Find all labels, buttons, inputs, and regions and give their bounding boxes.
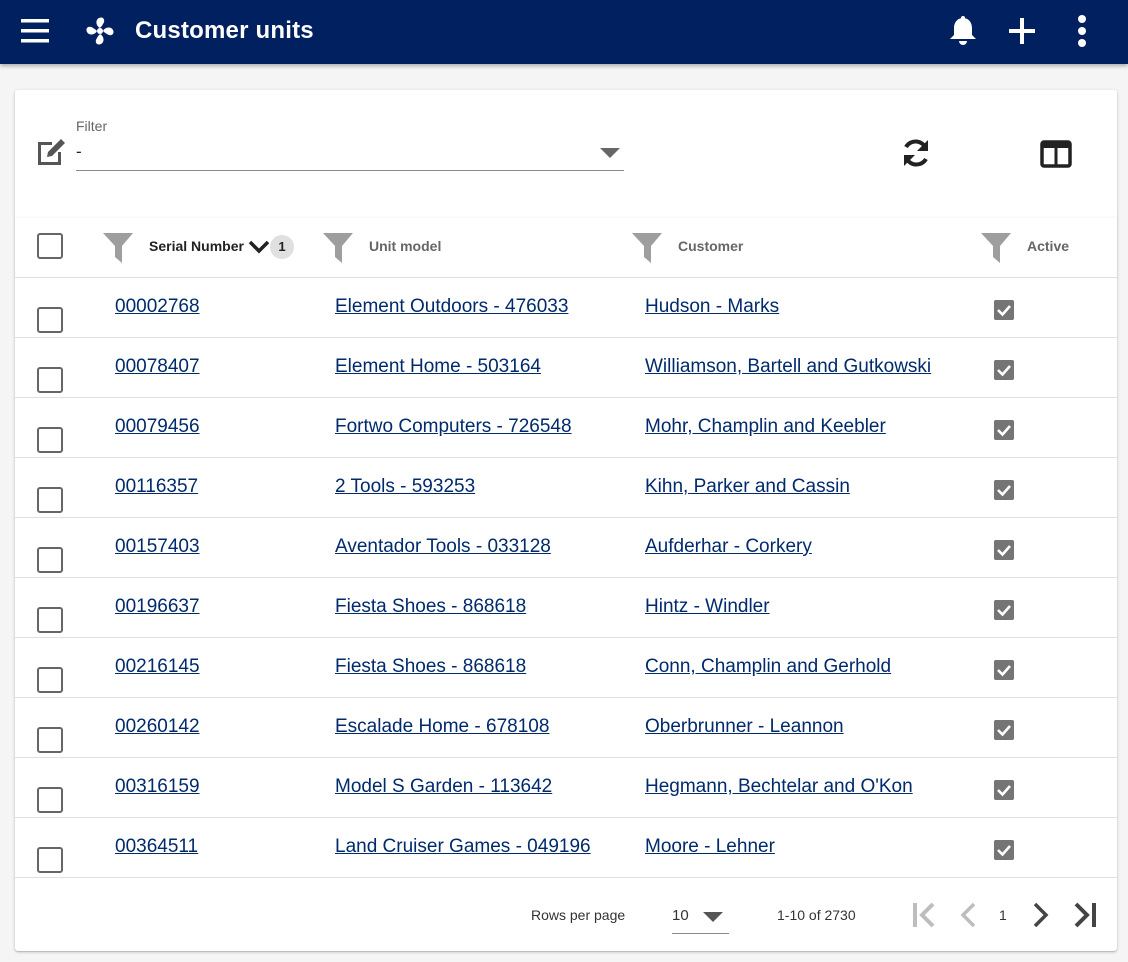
serial-link[interactable]: 00002768 xyxy=(115,296,200,317)
row-select-checkbox[interactable] xyxy=(37,847,63,873)
unit-model-link[interactable]: Fiesta Shoes - 868618 xyxy=(335,596,527,617)
row-select-checkbox[interactable] xyxy=(37,547,63,573)
customer-link[interactable]: Conn, Champlin and Gerhold xyxy=(645,656,892,677)
plus-icon[interactable] xyxy=(1005,14,1039,48)
serial-link[interactable]: 00078407 xyxy=(115,356,200,377)
active-check-icon xyxy=(994,540,1014,560)
filter-value: - xyxy=(76,142,82,161)
chevron-down-icon xyxy=(600,148,620,158)
units-card: Filter - Serial Number 1 Unit model xyxy=(15,90,1117,951)
edit-icon[interactable] xyxy=(34,135,68,167)
unit-model-link[interactable]: Aventador Tools - 033128 xyxy=(335,536,551,557)
column-customer-label: Customer xyxy=(678,238,744,254)
row-select-checkbox[interactable] xyxy=(37,607,63,633)
serial-link[interactable]: 00216145 xyxy=(115,656,200,677)
serial-link[interactable]: 00364511 xyxy=(115,836,199,857)
active-check-icon xyxy=(994,780,1014,800)
select-all-checkbox[interactable] xyxy=(37,233,63,259)
customer-link[interactable]: Williamson, Bartell and Gutkowski xyxy=(645,356,932,377)
columns-icon[interactable] xyxy=(1039,138,1073,170)
unit-model-link[interactable]: Escalade Home - 678108 xyxy=(335,716,550,737)
chevron-down-icon xyxy=(703,912,723,922)
unit-model-link[interactable]: Land Cruiser Games - 049196 xyxy=(335,836,591,857)
rows-per-page-select[interactable]: 10 xyxy=(672,900,729,934)
active-check-icon xyxy=(994,840,1014,860)
chevron-left-icon[interactable] xyxy=(954,900,984,930)
serial-link[interactable]: 00116357 xyxy=(115,476,199,497)
active-filter-funnel-icon[interactable] xyxy=(980,231,1012,265)
serial-link[interactable]: 00196637 xyxy=(115,596,200,617)
customer-link[interactable]: Hudson - Marks xyxy=(645,296,780,317)
serial-link[interactable]: 00079456 xyxy=(115,416,200,437)
last-page-icon[interactable] xyxy=(1070,900,1100,930)
serial-link[interactable]: 00157403 xyxy=(115,536,200,557)
customer-link[interactable]: Hintz - Windler xyxy=(645,596,770,617)
table-row: 00260142 Escalade Home - 678108 Oberbrunne… xyxy=(15,698,1117,758)
row-select-checkbox[interactable] xyxy=(37,427,63,453)
first-page-icon[interactable] xyxy=(909,900,939,930)
customer-link[interactable]: Mohr, Champlin and Keebler xyxy=(645,416,886,437)
row-select-checkbox[interactable] xyxy=(37,787,63,813)
rows-per-page-label: Rows per page xyxy=(531,907,626,923)
active-check-icon xyxy=(994,480,1014,500)
fan-logo-icon xyxy=(86,17,114,45)
unit-model-link[interactable]: 2 Tools - 593253 xyxy=(335,476,476,497)
serial-filter-funnel-icon[interactable] xyxy=(102,231,134,265)
bell-icon[interactable] xyxy=(946,14,980,48)
table-row: 00078407 Element Home - 503164 Williamson,… xyxy=(15,338,1117,398)
row-select-checkbox[interactable] xyxy=(37,367,63,393)
row-select-checkbox[interactable] xyxy=(37,727,63,753)
table-row: 00216145 Fiesta Shoes - 868618 Conn, Champ… xyxy=(15,638,1117,698)
table-row: 00364511 Land Cruiser Games - 049196 Moore… xyxy=(15,818,1117,878)
table-row: 00116357 2 Tools - 593253 Kihn, Parker and… xyxy=(15,458,1117,518)
table-row: 00316159 Model S Garden - 113642 Hegmann, … xyxy=(15,758,1117,818)
table-row: 00157403 Aventador Tools - 033128 Aufderha… xyxy=(15,518,1117,578)
active-check-icon xyxy=(994,300,1014,320)
unit-model-link[interactable]: Element Outdoors - 476033 xyxy=(335,296,569,317)
filter-label: Filter xyxy=(76,118,108,134)
unit-model-link[interactable]: Element Home - 503164 xyxy=(335,356,541,377)
active-check-icon xyxy=(994,420,1014,440)
pagination-bar: Rows per page 10 1-10 of 2730 1 xyxy=(15,878,1117,951)
unit-model-link[interactable]: Fortwo Computers - 726548 xyxy=(335,416,572,437)
chevron-right-icon[interactable] xyxy=(1025,900,1055,930)
row-select-checkbox[interactable] xyxy=(37,667,63,693)
table-row: 00196637 Fiesta Shoes - 868618 Hintz - Win… xyxy=(15,578,1117,638)
column-active-label: Active xyxy=(1027,238,1070,254)
filter-select[interactable]: - xyxy=(76,138,624,171)
refresh-icon[interactable] xyxy=(899,136,933,170)
menu-icon[interactable] xyxy=(20,16,50,46)
table-row: 00002768 Element Outdoors - 476033 Hudson … xyxy=(15,278,1117,338)
active-check-icon xyxy=(994,720,1014,740)
customer-link[interactable]: Kihn, Parker and Cassin xyxy=(645,476,850,497)
pagination-range: 1-10 of 2730 xyxy=(777,907,856,923)
rows-per-page-value: 10 xyxy=(672,907,689,924)
unit-model-filter-funnel-icon[interactable] xyxy=(322,231,354,265)
active-check-icon xyxy=(994,600,1014,620)
customer-link[interactable]: Moore - Lehner xyxy=(645,836,775,857)
column-serial-label: Serial Number xyxy=(149,238,244,254)
page-title: Customer units xyxy=(135,17,314,44)
row-select-checkbox[interactable] xyxy=(37,307,63,333)
serial-link[interactable]: 00260142 xyxy=(115,716,200,737)
current-page: 1 xyxy=(999,907,1007,923)
app-bar: Customer units xyxy=(0,0,1128,64)
more-vert-icon[interactable] xyxy=(1066,13,1098,49)
customer-link[interactable]: Hegmann, Bechtelar and O'Kon xyxy=(645,776,913,797)
unit-model-link[interactable]: Fiesta Shoes - 868618 xyxy=(335,656,527,677)
active-check-icon xyxy=(994,660,1014,680)
customer-link[interactable]: Oberbrunner - Leannon xyxy=(645,716,844,737)
sort-order-badge: 1 xyxy=(270,235,294,259)
active-check-icon xyxy=(994,360,1014,380)
customer-link[interactable]: Aufderhar - Corkery xyxy=(645,536,812,557)
customer-filter-funnel-icon[interactable] xyxy=(631,231,663,265)
row-select-checkbox[interactable] xyxy=(37,487,63,513)
column-unit-model-label: Unit model xyxy=(369,238,442,254)
table-header: Serial Number 1 Unit model Customer Acti… xyxy=(15,218,1117,278)
unit-model-link[interactable]: Model S Garden - 113642 xyxy=(335,776,553,797)
serial-link[interactable]: 00316159 xyxy=(115,776,200,797)
table-row: 00079456 Fortwo Computers - 726548 Mohr, C… xyxy=(15,398,1117,458)
sort-desc-chevron-icon[interactable] xyxy=(248,238,270,256)
